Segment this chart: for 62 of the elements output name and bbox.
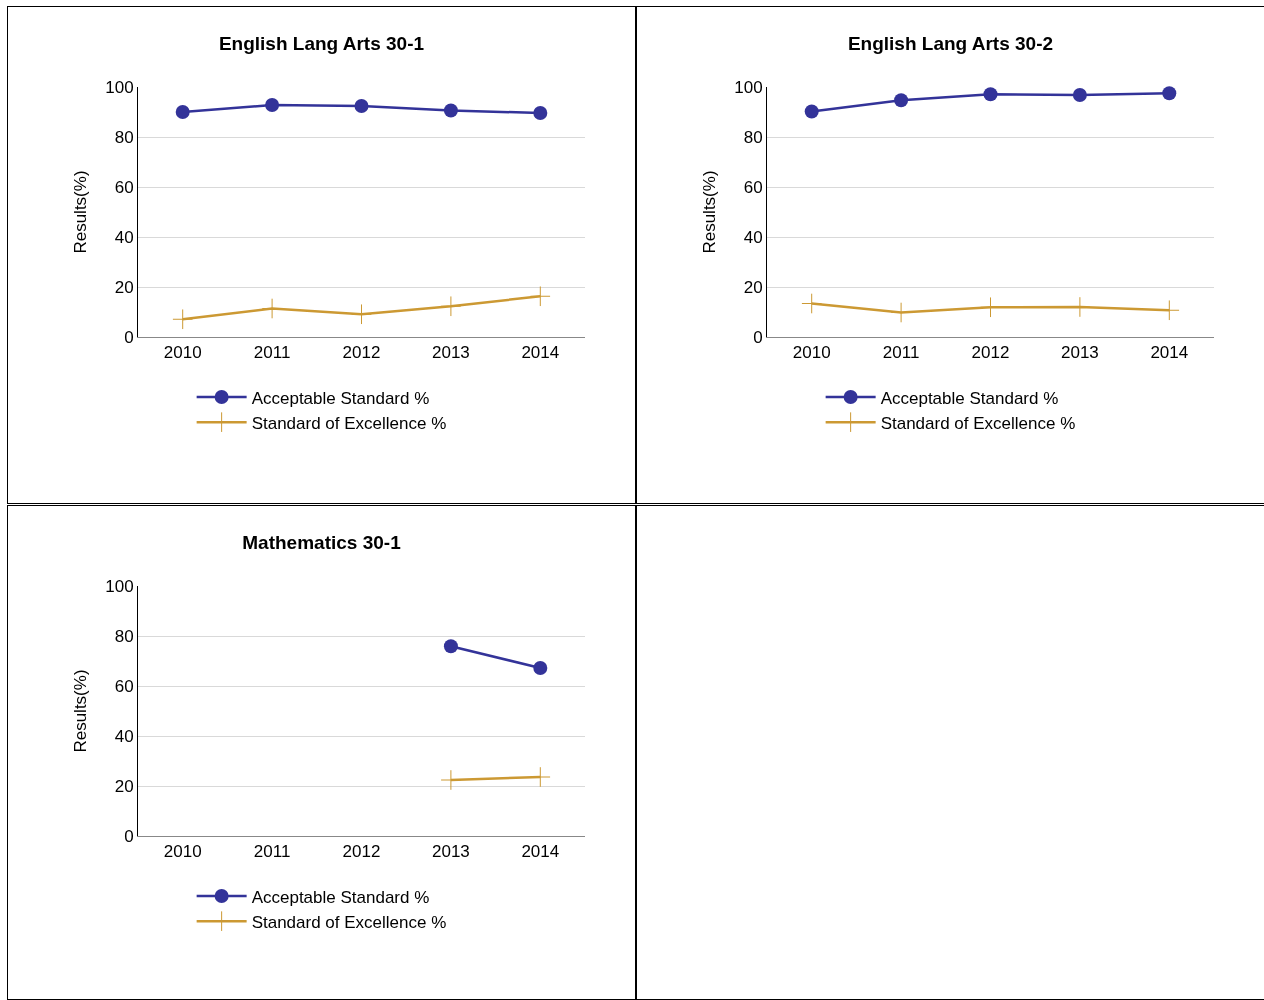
point: [443, 639, 458, 654]
y-tick-label: 0: [124, 327, 134, 347]
point: [1162, 86, 1177, 101]
x-tick-label: 2011: [253, 343, 291, 363]
point: [801, 293, 822, 314]
x-tick-label: 2011: [882, 343, 920, 363]
legend-label: Acceptable Standard %: [251, 887, 430, 907]
point: [533, 661, 548, 675]
y-tick-label: 40: [114, 227, 134, 247]
chart-title: English Lang Arts 30-1: [218, 32, 425, 54]
point: [354, 99, 369, 113]
y-tick-label: 80: [743, 127, 763, 147]
y-tick-label: 60: [114, 177, 134, 197]
chart-title: English Lang Arts 30-2: [847, 32, 1054, 54]
point: [440, 295, 462, 317]
y-tick-label: 60: [114, 676, 134, 696]
y-tick-label: 40: [743, 227, 763, 247]
point: [530, 285, 551, 307]
point: [804, 104, 819, 119]
x-tick-label: 2012: [342, 842, 381, 862]
legend-label: Standard of Excellence %: [251, 413, 447, 433]
y-tick-label: 100: [105, 77, 134, 97]
x-tick-label: 2013: [431, 842, 470, 862]
legend-label: Standard of Excellence %: [880, 413, 1076, 433]
x-tick-label: 2012: [342, 343, 381, 363]
point: [175, 105, 190, 119]
y-tick-label: 100: [105, 576, 134, 596]
y-tick-label: 20: [114, 277, 134, 297]
legend-label: Acceptable Standard %: [251, 388, 430, 408]
point: [894, 93, 909, 108]
y-tick-label: 20: [114, 776, 134, 796]
y-tick-label: 60: [743, 177, 763, 197]
y-tick-label: 80: [114, 127, 134, 147]
point: [983, 87, 998, 102]
legend-label: Acceptable Standard %: [880, 388, 1059, 408]
y-tick-label: 0: [753, 327, 763, 347]
legend-label: Standard of Excellence %: [251, 912, 447, 932]
point: [265, 98, 280, 112]
y-tick-label: 100: [734, 77, 763, 97]
x-tick-label: 2014: [1150, 343, 1189, 363]
x-tick-label: 2013: [1060, 343, 1099, 363]
point: [443, 103, 458, 118]
y-tick-label: 80: [114, 626, 134, 646]
y-tick-label: 20: [743, 277, 763, 297]
y-axis-title: Results(%): [70, 669, 90, 753]
y-axis-title: Results(%): [70, 170, 90, 254]
point: [533, 106, 548, 120]
x-tick-label: 2011: [253, 842, 291, 862]
point: [440, 769, 462, 791]
x-tick-label: 2014: [521, 842, 560, 862]
x-tick-label: 2010: [792, 343, 831, 363]
point: [1072, 88, 1087, 102]
y-axis-title: Results(%): [699, 170, 719, 254]
x-tick-label: 2012: [971, 343, 1010, 363]
x-tick-label: 2010: [163, 842, 202, 862]
y-tick-label: 0: [124, 826, 134, 846]
point: [172, 308, 193, 330]
x-tick-label: 2014: [521, 343, 560, 363]
x-tick-label: 2013: [431, 343, 470, 363]
y-tick-label: 40: [114, 726, 134, 746]
x-tick-label: 2010: [163, 343, 202, 363]
chart-title: Mathematics 30-1: [242, 531, 402, 553]
